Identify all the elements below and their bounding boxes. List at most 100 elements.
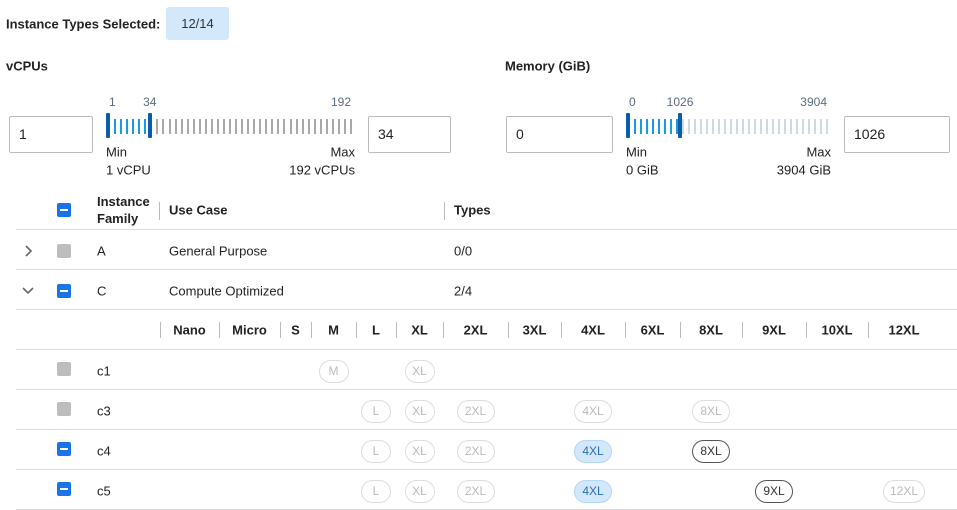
- row-divider: [16, 349, 957, 350]
- slider-tick: [126, 119, 129, 134]
- slider-handle[interactable]: [678, 113, 683, 138]
- slider-tick: [688, 119, 690, 134]
- slider-tick: [826, 119, 828, 134]
- size-pill[interactable]: 4XL: [574, 480, 612, 503]
- checkbox-dash: [60, 209, 68, 211]
- size-header: 9XL: [762, 322, 786, 338]
- slider-tick: [772, 119, 774, 134]
- slider-tick: [120, 119, 123, 134]
- column-header: Instance Family: [97, 194, 150, 226]
- slider-tick: [162, 119, 165, 134]
- slider-tick: [156, 119, 159, 134]
- checkbox[interactable]: [57, 442, 71, 456]
- slider-tick: [754, 119, 756, 134]
- slider-tick: [174, 119, 177, 134]
- min-text: 1 vCPU: [106, 162, 151, 178]
- slider-tick: [295, 119, 298, 134]
- slider-tick: [319, 119, 322, 134]
- size-pill: 12XL: [883, 480, 925, 503]
- slider-tick: [802, 119, 804, 134]
- instance-name: c4: [97, 443, 111, 459]
- expand-toggle[interactable]: [20, 283, 36, 299]
- range-input[interactable]: 0: [506, 116, 613, 153]
- slider-max: 192: [330, 95, 351, 109]
- filter-title: Memory (GiB): [505, 58, 591, 74]
- slider-tick: [640, 119, 642, 134]
- size-pill[interactable]: 9XL: [755, 480, 793, 503]
- row-divider: [16, 229, 957, 230]
- row-divider: [16, 269, 957, 270]
- slider-tick: [325, 119, 328, 134]
- size-pill: 2XL: [456, 440, 495, 463]
- checkbox[interactable]: [57, 482, 71, 496]
- range-input[interactable]: 34: [368, 116, 451, 153]
- slider-tick: [778, 119, 780, 134]
- slider-tick: [168, 119, 171, 134]
- slider-value: 0: [629, 95, 636, 109]
- size-header: 10XL: [821, 322, 853, 338]
- slider-tick: [235, 119, 238, 134]
- size-header: 4XL: [581, 322, 605, 338]
- size-pill: XL: [404, 400, 435, 423]
- slider-tick: [652, 119, 654, 134]
- range-input[interactable]: 1026: [844, 116, 950, 153]
- size-pill[interactable]: 4XL: [574, 440, 612, 463]
- types-count: 2/4: [454, 283, 473, 299]
- slider-tick: [664, 119, 666, 134]
- size-pill: XL: [404, 440, 435, 463]
- slider-tick: [247, 119, 250, 134]
- slider-tick: [144, 119, 147, 134]
- size-pill: 4XL: [574, 400, 612, 423]
- slider-tick: [700, 119, 702, 134]
- size-pill[interactable]: 8XL: [692, 440, 730, 463]
- slider-tick: [760, 119, 762, 134]
- family-name: A: [97, 243, 106, 259]
- slider-tick: [670, 119, 672, 134]
- slider-tick: [313, 119, 316, 134]
- column-divider: [280, 322, 281, 338]
- column-header: Use Case: [169, 202, 228, 218]
- slider-tick: [718, 119, 720, 134]
- range-input[interactable]: 1: [9, 116, 93, 153]
- slider-handle[interactable]: [626, 113, 630, 138]
- slider-value: 34: [143, 95, 157, 109]
- slider-tick: [210, 119, 213, 134]
- checkbox-dash: [60, 290, 68, 292]
- checkbox[interactable]: [57, 203, 71, 217]
- slider-handle[interactable]: [106, 113, 110, 138]
- slider-tick: [337, 119, 340, 134]
- instance-name: c1: [97, 363, 111, 379]
- slider-tick: [658, 119, 660, 134]
- slider-tick: [676, 119, 678, 134]
- slider-tick: [736, 119, 738, 134]
- size-pill: 2XL: [456, 480, 495, 503]
- expand-toggle[interactable]: [20, 243, 36, 259]
- slider-tick: [784, 119, 786, 134]
- column-divider: [561, 322, 562, 338]
- slider-handle[interactable]: [147, 113, 152, 138]
- column-divider: [742, 322, 743, 338]
- max-text: 192 vCPUs: [289, 162, 355, 178]
- column-divider: [508, 322, 509, 338]
- use-case: Compute Optimized: [169, 283, 284, 299]
- size-header: M: [328, 322, 339, 338]
- size-header: XL: [411, 322, 428, 338]
- slider-tick: [307, 119, 310, 134]
- min-text: 0 GiB: [626, 162, 659, 178]
- slider-tick: [742, 119, 744, 134]
- slider-value: 1: [109, 95, 116, 109]
- min-caption: Min: [626, 144, 647, 160]
- column-divider: [443, 322, 444, 338]
- size-header: 8XL: [699, 322, 723, 338]
- selected-badge: 12/14: [166, 7, 229, 40]
- instance-name: c5: [97, 483, 111, 499]
- checkbox: [57, 362, 71, 376]
- checkbox[interactable]: [57, 284, 71, 298]
- column-divider: [356, 322, 357, 338]
- column-divider: [159, 202, 160, 220]
- slider-tick: [138, 119, 141, 134]
- row-divider: [16, 469, 957, 470]
- slider-tick: [694, 119, 696, 134]
- filter-title: vCPUs: [6, 58, 48, 74]
